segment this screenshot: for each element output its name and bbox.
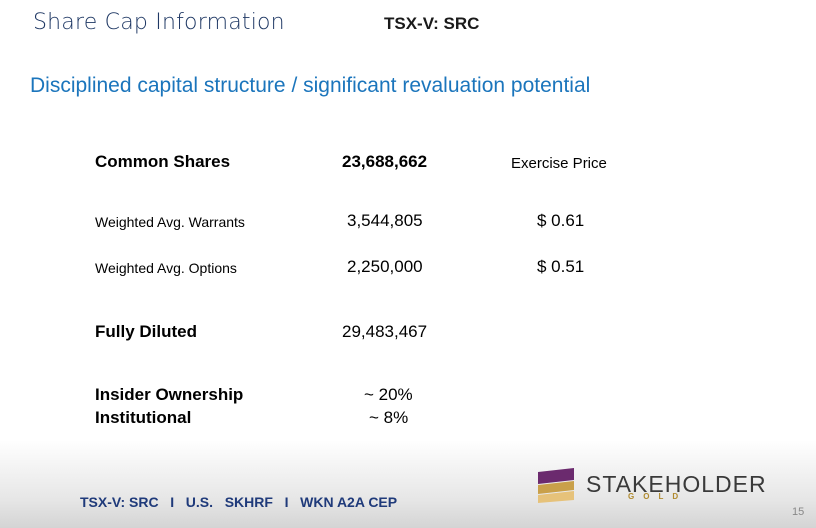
logo-name: STAKEHOLDER (586, 471, 767, 497)
subtitle: Disciplined capital structure / signific… (30, 74, 591, 97)
row-label: Weighted Avg. Options (95, 260, 237, 276)
row-value: ~ 8% (369, 408, 409, 427)
footer: TSX-V: SRC I U.S. SKHRF I WKN A2A CEP (80, 494, 398, 510)
row-label: Common Shares (95, 152, 231, 171)
row-value: ~ 20% (364, 385, 413, 404)
logo-sub: GOLD (628, 492, 688, 501)
row-value: 29,483,467 (342, 322, 428, 341)
page-number: 15 (792, 506, 805, 518)
row-label: Weighted Avg. Warrants (95, 214, 245, 230)
row-label: Insider Ownership (95, 385, 244, 404)
slide-title: Share Cap Information (33, 10, 285, 35)
row-label: Institutional (95, 408, 192, 427)
logo-icon (538, 468, 574, 503)
column-header: Exercise Price (511, 155, 607, 172)
exercise-price: $ 0.51 (537, 257, 585, 276)
row-value: 3,544,805 (347, 211, 423, 230)
row-label: Fully Diluted (95, 322, 197, 341)
row-value: 2,250,000 (347, 257, 423, 276)
ticker: TSX-V: SRC (384, 14, 480, 33)
row-value: 23,688,662 (342, 152, 428, 171)
exercise-price: $ 0.61 (537, 211, 585, 230)
